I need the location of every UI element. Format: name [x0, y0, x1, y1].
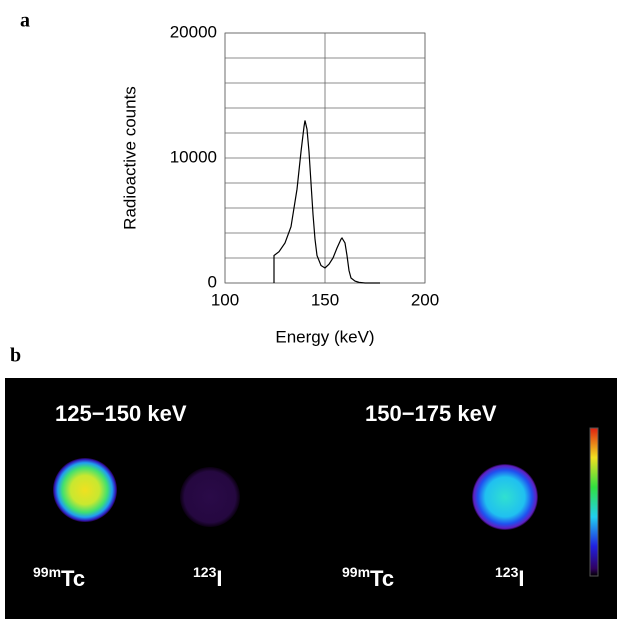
y-tick-label: 20000	[170, 22, 217, 41]
spectrum-line	[274, 121, 380, 284]
y-tick-label: 10000	[170, 147, 217, 166]
phantom-spot	[180, 467, 240, 527]
mass-number: 99m	[342, 564, 370, 580]
phantom-spot	[53, 458, 117, 522]
x-tick-label: 150	[311, 290, 339, 309]
color-bar	[590, 428, 598, 576]
y-axis-label: Radioactive counts	[120, 86, 139, 230]
element-symbol: Tc	[370, 566, 394, 591]
panel-label: b	[10, 345, 21, 367]
window-label: 150−175 keV	[365, 401, 497, 426]
panel-label: a	[20, 10, 30, 32]
chart: 0 10000 20000 100 150 200 Energy (keV) Radioact…	[120, 22, 439, 346]
figure: a b 0 10000 20000 100 150 200 Energy (keV) Radi…	[0, 0, 622, 619]
element-symbol: I	[518, 566, 524, 591]
window-label: 125−150 keV	[55, 401, 187, 426]
mass-number: 123	[193, 564, 217, 580]
mass-number: 123	[495, 564, 519, 580]
x-axis-label: Energy (keV)	[275, 327, 374, 346]
x-tick-label: 100	[211, 290, 239, 309]
element-symbol: I	[216, 566, 222, 591]
element-symbol: Tc	[61, 566, 85, 591]
mass-number: 99m	[33, 564, 61, 580]
x-tick-label: 200	[411, 290, 439, 309]
y-tick-label: 0	[208, 272, 217, 291]
phantom-spot	[472, 464, 538, 530]
